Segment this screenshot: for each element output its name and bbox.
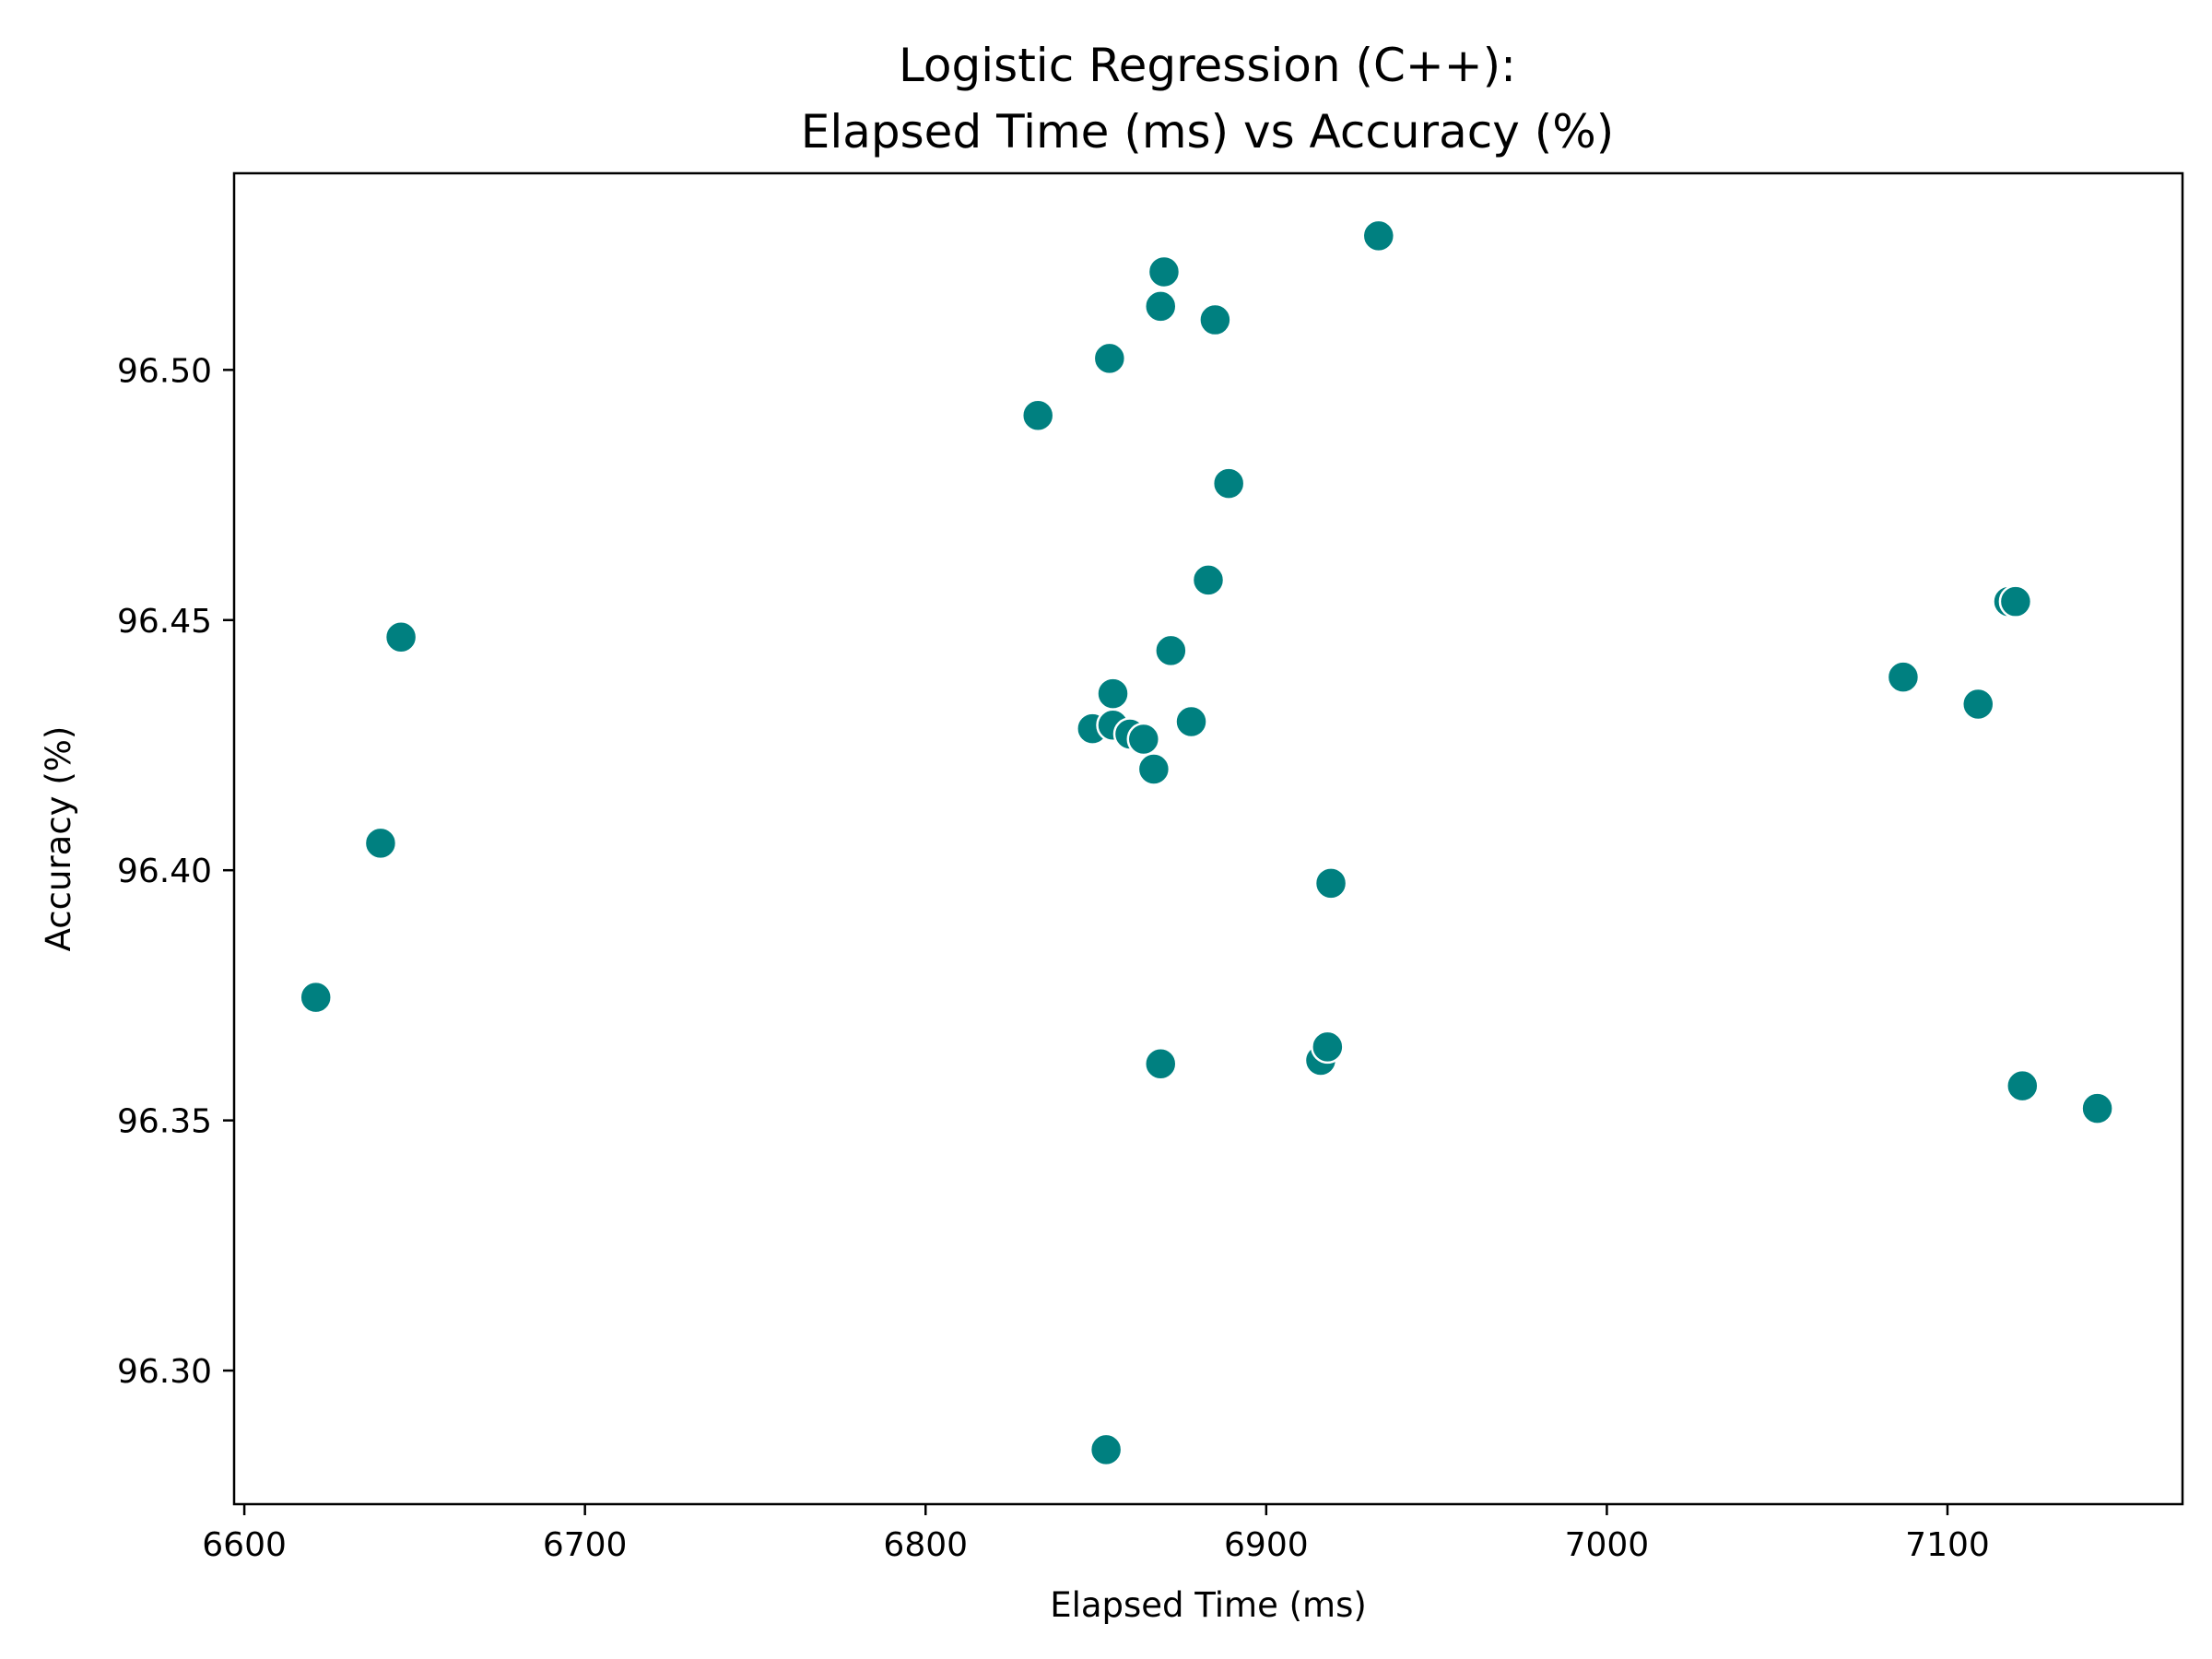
y-axis-label: Accuracy (%) <box>39 726 78 952</box>
chart-title-line-2: Elapsed Time (ms) vs Accuracy (%) <box>801 105 1614 159</box>
x-tick-label: 7100 <box>1905 1526 1990 1564</box>
data-point <box>1191 563 1226 597</box>
data-point <box>1144 289 1178 324</box>
data-point <box>2006 1068 2040 1103</box>
x-tick-label: 6800 <box>883 1526 968 1564</box>
x-tick-label: 6700 <box>543 1526 628 1564</box>
x-tick-label: 6600 <box>202 1526 287 1564</box>
data-point <box>1020 398 1055 432</box>
y-tick-label: 96.30 <box>117 1353 212 1391</box>
data-point <box>1311 1030 1345 1065</box>
chart-title-line-1: Logistic Regression (C++): <box>899 39 1516 92</box>
y-tick-label: 96.50 <box>117 352 212 390</box>
data-point <box>1198 302 1232 337</box>
x-tick-label: 7000 <box>1565 1526 1650 1564</box>
data-point <box>1092 341 1127 376</box>
data-point <box>1361 218 1396 253</box>
plot-area-frame <box>232 171 2184 1506</box>
data-point <box>383 619 418 654</box>
data-point <box>1961 687 1995 722</box>
y-tick-label: 96.45 <box>117 603 212 641</box>
x-axis-label: Elapsed Time (ms) <box>1050 1585 1367 1625</box>
data-point <box>1998 584 2033 618</box>
data-point <box>1313 866 1348 900</box>
axis-ticks: 6600 6700 6800 6900 7000 7100 96.30 96.35 96.40 9… <box>117 352 1990 1564</box>
data-point <box>1174 704 1208 739</box>
data-point <box>1088 1432 1124 1467</box>
data-point <box>1126 722 1161 757</box>
y-tick-label: 96.35 <box>117 1103 212 1141</box>
data-point <box>2080 1091 2114 1125</box>
data-point <box>1136 752 1171 786</box>
data-point <box>1096 677 1130 711</box>
x-tick-label: 6900 <box>1224 1526 1309 1564</box>
data-point <box>1886 660 1921 694</box>
data-point <box>299 980 333 1015</box>
data-point <box>1147 254 1182 289</box>
data-point <box>1144 1047 1178 1081</box>
y-tick-label: 96.40 <box>117 853 212 890</box>
data-points <box>299 218 2114 1467</box>
data-point <box>1211 466 1246 500</box>
data-point <box>363 826 398 861</box>
data-point <box>1154 633 1188 668</box>
